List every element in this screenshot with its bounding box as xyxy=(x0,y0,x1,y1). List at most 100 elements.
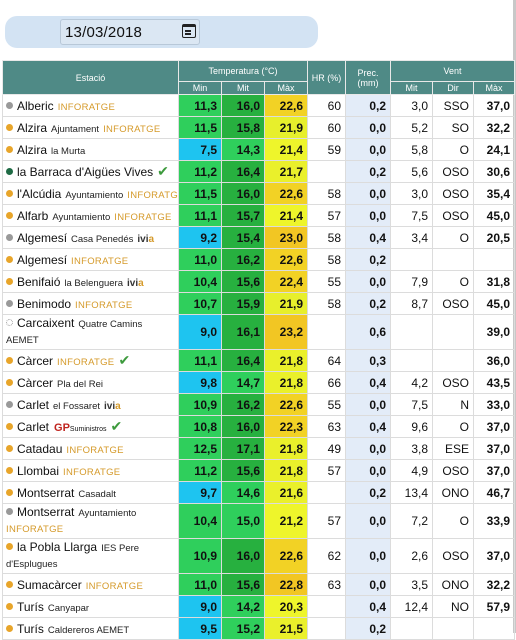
station-name[interactable]: Catadau xyxy=(17,441,63,456)
station-name[interactable]: Càrcer xyxy=(17,353,54,368)
station-dot-icon xyxy=(6,101,13,109)
station-name[interactable]: Carlet xyxy=(17,397,50,412)
temp-min: 11,3 xyxy=(178,94,222,117)
date-input[interactable]: 13/03/2018 xyxy=(60,19,200,45)
table-row[interactable]: Llombai INFORATGE 11,2 15,6 21,8 57 0,0 4,9 OSO 3… xyxy=(2,459,515,482)
inforatge-logo: INFORATGE xyxy=(75,299,133,311)
inforatge-logo: INFORATGE xyxy=(71,255,129,267)
station-name[interactable]: la Barraca d'Aigües Vives xyxy=(17,164,154,179)
wind-mit: 9,6 xyxy=(390,415,433,438)
precipitation: 0,0 xyxy=(345,437,391,460)
precipitation: 0,4 xyxy=(345,595,391,618)
temp-max: 21,7 xyxy=(264,160,308,183)
table-row[interactable]: la Pobla Llarga IES Pere d'Esplugues 10,9 16… xyxy=(2,538,515,574)
station-cell: Montserrat Ayuntamiento INFORATGE xyxy=(2,503,179,539)
station-name[interactable]: Alberic xyxy=(17,98,54,113)
station-name[interactable]: Sumacàrcer xyxy=(17,577,82,592)
table-row[interactable]: Alfarb Ayuntamiento INFORATGE 11,1 15,7 21,4 5… xyxy=(2,204,515,227)
table-row[interactable]: Turís Canyapar 9,0 14,2 20,3 0,4 12,4 NO 57,9 xyxy=(2,595,515,618)
station-name[interactable]: Càrcer xyxy=(17,375,54,390)
precipitation: 0,4 xyxy=(345,371,391,394)
wind-max: 32,2 xyxy=(473,573,515,596)
station-dot-icon xyxy=(6,444,13,452)
humidity: 59 xyxy=(307,138,346,161)
table-row[interactable]: Càrcer Pla del Rei 9,8 14,7 21,8 66 0,4 4,2 OSO 4… xyxy=(2,371,515,394)
temp-min: 10,7 xyxy=(178,292,222,315)
station-name[interactable]: Llombai xyxy=(17,463,60,478)
station-name[interactable]: Montserrat xyxy=(17,485,75,500)
wind-mit xyxy=(390,314,433,350)
humidity: 58 xyxy=(307,248,346,271)
wind-dir: SO xyxy=(432,116,474,139)
humidity xyxy=(307,481,346,504)
table-row[interactable]: Càrcer INFORATGE ✔ 11,1 16,4 21,8 64 0,3 36,0 xyxy=(2,349,515,372)
table-row[interactable]: Montserrat Casadalt 9,7 14,6 21,6 0,2 13,4 ONO 4… xyxy=(2,481,515,504)
wind-mit xyxy=(390,248,433,271)
wind-max: 33,0 xyxy=(473,393,515,416)
table-row[interactable]: Algemesí Casa Penedés ivia 9,2 15,4 23,0 58 0,4… xyxy=(2,226,515,249)
date-value: 13/03/2018 xyxy=(65,24,143,41)
station-name[interactable]: Benimodo xyxy=(17,296,72,311)
table-row[interactable]: Catadau INFORATGE 12,5 17,1 21,8 49 0,0 3,8 ESE 3… xyxy=(2,437,515,460)
table-row[interactable]: Carcaixent Quatre Camins AEMET 9,0 16,1 23,2 0… xyxy=(2,314,515,350)
station-dot-icon xyxy=(6,123,13,131)
inforatge-logo: INFORATGE xyxy=(127,189,179,201)
wind-max: 37,0 xyxy=(473,437,515,460)
table-row[interactable]: Benifaió la Belenguera ivia 10,4 15,6 22,4 55 0… xyxy=(2,270,515,293)
temp-min: 10,9 xyxy=(178,393,222,416)
precipitation: 0,0 xyxy=(345,538,391,574)
inforatge-logo: INFORATGE xyxy=(57,356,115,368)
station-cell: Alfarb Ayuntamiento INFORATGE xyxy=(2,204,179,227)
header-hr: HR (%) xyxy=(307,60,346,95)
table-row[interactable]: Algemesí INFORATGE 11,0 16,2 22,6 58 0,2 xyxy=(2,248,515,271)
header-max: Màx xyxy=(264,81,308,95)
wind-max: 57,9 xyxy=(473,595,515,618)
temp-min: 11,0 xyxy=(178,573,222,596)
humidity: 55 xyxy=(307,393,346,416)
header-wind: Vent xyxy=(390,60,515,82)
table-row[interactable]: Turís Caldereros AEMET 9,5 15,2 21,5 0,2 xyxy=(2,617,515,640)
temp-min: 7,5 xyxy=(178,138,222,161)
table-row[interactable]: Alzira Ajuntament INFORATGE 11,5 15,8 21,9 60 0… xyxy=(2,116,515,139)
station-name[interactable]: Benifaió xyxy=(17,274,61,289)
temp-min: 9,5 xyxy=(178,617,222,640)
station-name[interactable]: Alfarb xyxy=(17,208,49,223)
station-name[interactable]: Algemesí xyxy=(17,230,68,245)
table-row[interactable]: l'AlcúdiaAyuntamientoINFORATGE11,516,022… xyxy=(2,182,515,205)
precipitation: 0,2 xyxy=(345,94,391,117)
station-cell: Carlet el Fossaret ivia xyxy=(2,393,179,416)
table-row[interactable]: Alzira la Murta 7,5 14,3 21,4 59 0,0 5,8 O 24,1 xyxy=(2,138,515,161)
table-row[interactable]: Sumacàrcer INFORATGE 11,0 15,6 22,8 63 0,0 3,5 O… xyxy=(2,573,515,596)
table-row[interactable]: Alberic INFORATGE 11,3 16,0 22,6 60 0,2 3,0 SSO 3… xyxy=(2,94,515,117)
table-row[interactable]: Carlet GPSuministros ✔ 10,8 16,0 22,3 63 0,4 9,6… xyxy=(2,415,515,438)
precipitation: 0,2 xyxy=(345,481,391,504)
wind-max: 36,0 xyxy=(473,349,515,372)
station-name[interactable]: l'Alcúdia xyxy=(17,186,62,201)
station-name[interactable]: Carlet xyxy=(17,419,50,434)
table-row[interactable]: Montserrat Ayuntamiento INFORATGE 10,4 15,0 2… xyxy=(2,503,515,539)
table-row[interactable]: la Barraca d'Aigües Vives ✔ 11,2 16,4 21,7 0,… xyxy=(2,160,515,183)
wind-mit: 5,8 xyxy=(390,138,433,161)
table-row[interactable]: Benimodo INFORATGE 10,7 15,9 21,9 58 0,2 8,7 OSO… xyxy=(2,292,515,315)
temp-max: 21,8 xyxy=(264,371,308,394)
station-name[interactable]: Algemesí xyxy=(17,252,68,267)
station-name[interactable]: Montserrat xyxy=(17,505,75,519)
station-name[interactable]: Carcaixent xyxy=(17,316,75,330)
station-name[interactable]: Alzira xyxy=(17,142,48,157)
header-wind-max: Màx xyxy=(473,81,515,95)
table-row[interactable]: Carlet el Fossaret ivia 10,9 16,2 22,6 55 0,0 7,… xyxy=(2,393,515,416)
temp-max: 21,8 xyxy=(264,437,308,460)
precipitation: 0,2 xyxy=(345,248,391,271)
temp-max: 21,6 xyxy=(264,481,308,504)
station-name[interactable]: la Pobla Llarga xyxy=(17,540,98,554)
station-name[interactable]: Turís xyxy=(17,621,44,636)
humidity: 60 xyxy=(307,116,346,139)
precipitation: 0,2 xyxy=(345,160,391,183)
wind-dir: OSO xyxy=(432,538,474,574)
temp-mit: 16,4 xyxy=(221,160,265,183)
station-name[interactable]: Alzira xyxy=(17,120,48,135)
calendar-icon[interactable] xyxy=(182,24,196,38)
station-subname-line2: INFORATGE xyxy=(6,524,64,535)
humidity: 57 xyxy=(307,204,346,227)
station-name[interactable]: Turís xyxy=(17,599,44,614)
